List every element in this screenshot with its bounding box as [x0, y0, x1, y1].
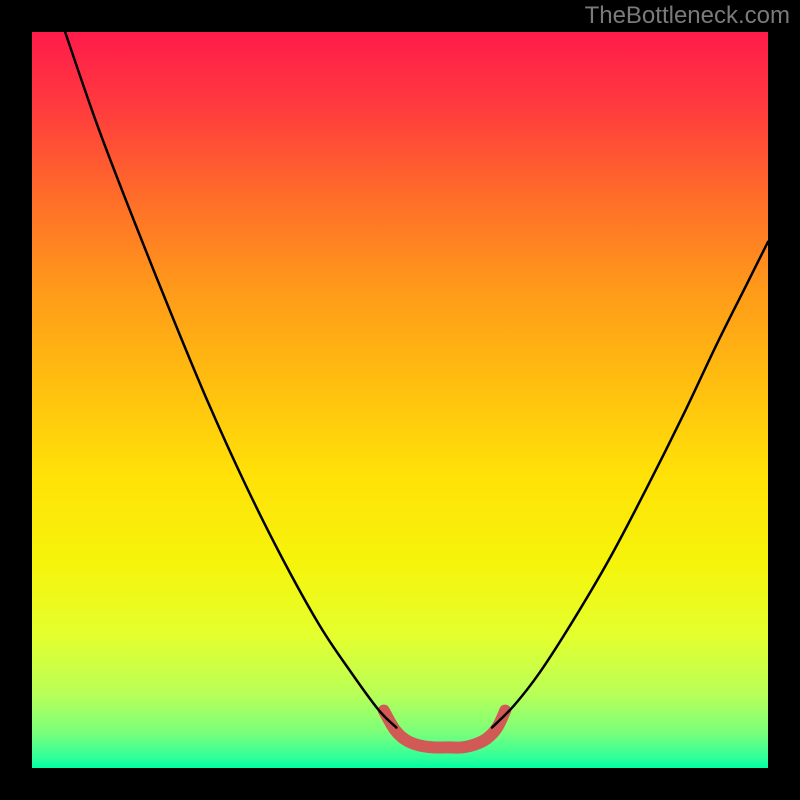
- watermark-text: TheBottleneck.com: [585, 2, 790, 30]
- curve-left-arm: [65, 32, 396, 728]
- curve-right-arm: [492, 242, 768, 728]
- chart-svg: [32, 32, 768, 768]
- bottom-marker: [384, 711, 505, 748]
- plot-area: [32, 32, 768, 768]
- chart-frame: TheBottleneck.com: [0, 0, 800, 800]
